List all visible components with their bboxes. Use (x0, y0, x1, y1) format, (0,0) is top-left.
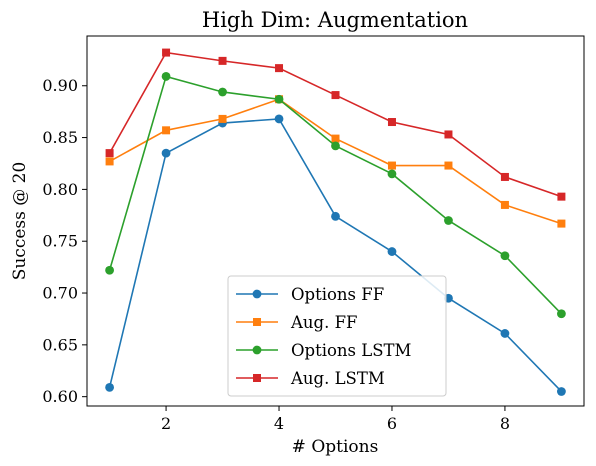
y-tick-label: 0.85 (42, 128, 78, 147)
legend-label: Aug. LSTM (290, 369, 385, 388)
data-point (162, 48, 171, 57)
data-point (105, 265, 114, 275)
x-tick-label: 2 (161, 414, 171, 433)
data-point (161, 72, 171, 81)
data-point (557, 219, 566, 228)
series-layer (105, 48, 566, 396)
x-tick-label: 4 (274, 414, 284, 433)
legend-swatch-marker (252, 289, 262, 299)
data-point (274, 94, 284, 104)
data-point (162, 126, 171, 135)
legend-item: Aug. FF (236, 313, 358, 332)
data-point (500, 251, 510, 261)
plot-frame (86, 35, 585, 407)
data-point (557, 192, 566, 201)
legend-swatch-marker (253, 318, 261, 326)
data-point (387, 247, 397, 256)
y-tick-label: 0.65 (42, 335, 78, 354)
y-tick-label: 0.60 (42, 387, 78, 406)
chart-title: High Dim: Augmentation (202, 8, 468, 32)
data-point (387, 169, 397, 179)
data-point (218, 114, 227, 123)
data-point (444, 161, 453, 170)
legend-swatch-marker (252, 345, 262, 355)
legend-swatch-marker (253, 374, 261, 382)
data-point (218, 87, 227, 97)
y-tick-label: 0.75 (42, 232, 78, 251)
data-point (331, 134, 340, 143)
series-aug-lstm (105, 48, 566, 201)
data-point (557, 387, 566, 396)
data-point (105, 382, 114, 392)
data-point (161, 148, 171, 158)
data-point (105, 157, 114, 166)
data-point (444, 130, 453, 139)
series-line (109, 98, 562, 225)
series-line (108, 51, 562, 198)
x-tick-label: 8 (500, 414, 510, 433)
data-point (557, 309, 566, 319)
legend: Options FF Aug. FF Options LSTM Aug. LSTM (227, 275, 447, 397)
x-axis-label: # Options (292, 437, 379, 457)
y-tick-label: 0.90 (42, 76, 78, 95)
data-point (387, 161, 396, 170)
data-point (331, 141, 340, 151)
data-point (500, 172, 509, 181)
legend-item: Options LSTM (236, 341, 412, 360)
data-point (275, 64, 284, 73)
legend-item: Options FF (236, 285, 384, 304)
data-point (500, 200, 509, 209)
x-tick-label: 6 (387, 414, 397, 433)
legend-box (227, 275, 447, 397)
data-point (444, 216, 453, 225)
data-point (218, 56, 227, 65)
data-point (331, 91, 340, 100)
data-point (331, 211, 340, 221)
series-aug-ff (105, 95, 566, 228)
y-tick-label: 0.70 (42, 284, 78, 303)
series-options-lstm (105, 72, 566, 319)
y-axis: 0.60 0.65 0.70 0.75 0.80 0.85 0.90 (42, 76, 87, 406)
x-axis: 2 4 6 8 (161, 406, 510, 433)
data-point (274, 114, 284, 124)
legend-label: Aug. FF (290, 313, 358, 332)
legend-label: Options FF (291, 285, 384, 304)
data-point (500, 329, 510, 338)
data-point (387, 118, 396, 127)
y-tick-label: 0.80 (42, 180, 78, 199)
legend-item: Aug. LSTM (236, 369, 385, 388)
y-axis-label: Success @ 20 (10, 162, 30, 281)
data-point (105, 149, 114, 158)
legend-label: Options LSTM (291, 341, 412, 360)
